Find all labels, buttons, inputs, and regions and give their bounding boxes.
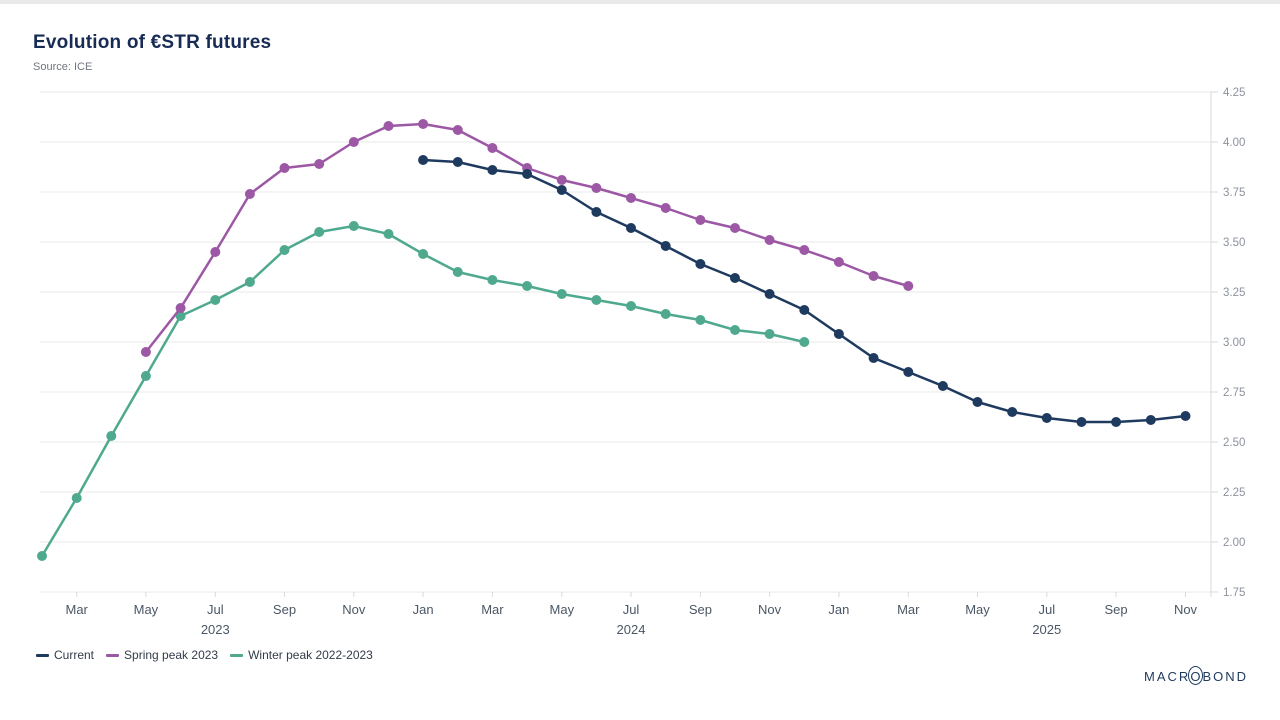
gridlines <box>40 91 1211 593</box>
svg-text:3.25: 3.25 <box>1223 287 1245 299</box>
svg-text:Sep: Sep <box>1105 602 1128 617</box>
svg-text:Nov: Nov <box>1174 602 1198 617</box>
legend-item-current[interactable]: Current <box>36 648 94 662</box>
chart-title: Evolution of €STR futures <box>33 32 272 53</box>
svg-text:Sep: Sep <box>273 602 296 617</box>
series-current <box>418 155 1191 427</box>
svg-text:Jul: Jul <box>623 602 640 617</box>
legend-item-spring-peak-2023[interactable]: Spring peak 2023 <box>106 648 218 662</box>
svg-text:Mar: Mar <box>481 602 504 617</box>
legend-line-icon <box>36 653 49 657</box>
y-axis: 1.75 2.00 2.25 2.50 2.75 3.00 3.25 3.50 3.75 4.00… <box>1210 87 1245 599</box>
svg-text:Mar: Mar <box>66 602 89 617</box>
window-top-edge <box>0 0 1280 4</box>
legend-label: Winter peak 2022-2023 <box>248 648 373 662</box>
legend-line-icon <box>106 653 120 657</box>
svg-text:4.25: 4.25 <box>1223 87 1245 99</box>
svg-text:3.50: 3.50 <box>1223 237 1245 249</box>
svg-text:1.75: 1.75 <box>1223 587 1245 599</box>
svg-text:Jul: Jul <box>1038 602 1055 617</box>
svg-text:2.75: 2.75 <box>1223 387 1245 399</box>
svg-text:Nov: Nov <box>758 602 782 617</box>
svg-text:May: May <box>965 602 990 617</box>
svg-text:2023: 2023 <box>201 622 230 637</box>
svg-text:3.00: 3.00 <box>1223 337 1245 349</box>
svg-text:Jan: Jan <box>413 602 434 617</box>
svg-text:2.50: 2.50 <box>1223 437 1245 449</box>
legend-item-winter-peak-2022-2023[interactable]: Winter peak 2022-2023 <box>230 648 373 662</box>
svg-text:2.25: 2.25 <box>1223 487 1245 499</box>
svg-text:2024: 2024 <box>617 622 646 637</box>
svg-text:May: May <box>134 602 159 617</box>
svg-text:Mar: Mar <box>897 602 920 617</box>
svg-text:May: May <box>550 602 575 617</box>
svg-text:Jul: Jul <box>207 602 224 617</box>
svg-text:3.75: 3.75 <box>1223 187 1245 199</box>
macrobond-logo: MACROBOND <box>1144 666 1248 685</box>
svg-text:Nov: Nov <box>342 602 366 617</box>
x-axis: Mar May Jul Sep Nov Jan Mar May Jul Sep Nov Jan Mar M… <box>66 592 1198 637</box>
series-winter-peak-2022-2023 <box>37 221 810 561</box>
svg-text:Jan: Jan <box>828 602 849 617</box>
series-spring-peak-2023 <box>140 119 914 357</box>
legend: Current Spring peak 2023 Winter peak 202… <box>36 648 373 662</box>
svg-text:2.00: 2.00 <box>1223 537 1245 549</box>
legend-line-icon <box>230 653 244 657</box>
legend-label: Current <box>54 648 95 662</box>
svg-text:2025: 2025 <box>1032 622 1061 637</box>
svg-text:Sep: Sep <box>689 602 712 617</box>
svg-text:4.00: 4.00 <box>1223 137 1245 149</box>
legend-label: Spring peak 2023 <box>124 648 219 662</box>
chart-source: Source: ICE <box>33 61 93 73</box>
